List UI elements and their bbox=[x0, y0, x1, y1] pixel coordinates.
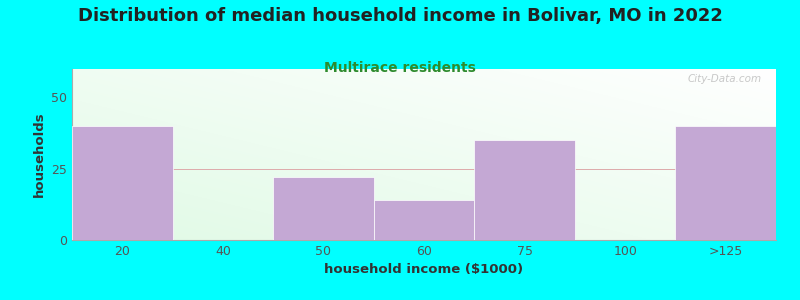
Bar bbox=[273, 177, 374, 240]
Text: Distribution of median household income in Bolivar, MO in 2022: Distribution of median household income … bbox=[78, 8, 722, 26]
Y-axis label: households: households bbox=[33, 112, 46, 197]
Bar bbox=[374, 200, 474, 240]
Text: City-Data.com: City-Data.com bbox=[688, 74, 762, 84]
Bar bbox=[675, 126, 776, 240]
Text: Multirace residents: Multirace residents bbox=[324, 61, 476, 76]
X-axis label: household income ($1000): household income ($1000) bbox=[325, 263, 523, 276]
Bar bbox=[72, 126, 173, 240]
Bar bbox=[474, 140, 575, 240]
